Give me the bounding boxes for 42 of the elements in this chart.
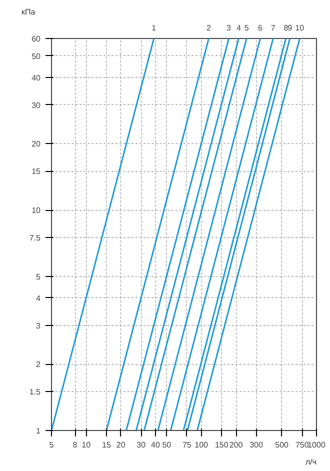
x-tick-label: 150: [214, 440, 229, 450]
y-tick-label: 40: [32, 73, 42, 82]
x-tick-label: 300: [250, 440, 264, 450]
y-tick-label: 50: [32, 52, 42, 61]
series-label: 8: [284, 24, 289, 32]
x-tick-label: 750: [295, 440, 310, 450]
y-tick-label: 10: [32, 206, 42, 216]
x-tick-label: 10: [82, 440, 92, 450]
x-tick-label: 5: [49, 440, 54, 450]
y-tick-label: 1.5: [29, 388, 42, 397]
x-tick-label: 100: [194, 440, 209, 450]
x-tick-label: 75: [182, 440, 192, 450]
y-tick-label: 15: [32, 167, 42, 176]
x-tick-label: 20: [116, 440, 126, 450]
x-tick-label: 1000: [308, 440, 326, 450]
x-tick-label: 8: [72, 440, 78, 450]
series-label: 10: [295, 24, 305, 32]
y-axis-title: кПа: [22, 8, 36, 16]
series-label: 4: [236, 24, 242, 32]
y-tick-label: 4: [36, 294, 42, 303]
y-tick-label: 7.5: [29, 234, 42, 243]
series-label: 9: [288, 24, 293, 32]
x-tick-label: 50: [162, 440, 172, 450]
y-tick-label: 3: [36, 321, 42, 330]
x-tick-label: 15: [102, 440, 112, 450]
y-tick-label: 1: [36, 426, 42, 436]
series-label: 5: [244, 24, 250, 32]
x-tick-label: 30: [136, 440, 146, 450]
x-axis-title: л/ч: [305, 458, 317, 466]
x-tick-label: 200: [229, 440, 244, 450]
series-label: 3: [226, 24, 232, 32]
y-tick-label: 2: [36, 360, 42, 370]
y-tick-label: 5: [36, 272, 42, 282]
x-tick-label: 40: [151, 440, 161, 450]
x-tick-label: 500: [275, 440, 290, 450]
series-label: 1: [152, 24, 157, 32]
series-label: 6: [258, 24, 264, 32]
y-tick-label: 20: [32, 140, 42, 149]
series-label: 7: [270, 24, 276, 32]
y-tick-label: 60: [32, 34, 42, 44]
y-tick-label: 30: [32, 100, 42, 110]
series-label: 2: [206, 24, 212, 32]
